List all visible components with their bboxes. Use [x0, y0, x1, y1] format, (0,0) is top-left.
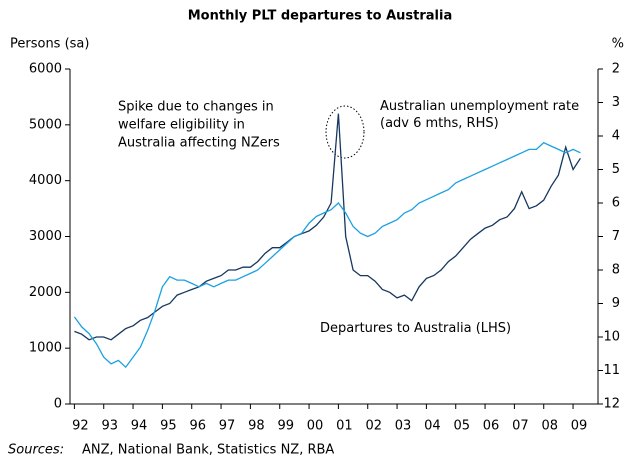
- x-tick-label: 06: [483, 419, 500, 434]
- x-tick-label: 08: [541, 419, 558, 434]
- series-label: Departures to Australia (LHS): [320, 321, 512, 336]
- y-tick-label: 5000: [29, 117, 62, 132]
- y2-axis-label: %: [612, 37, 624, 52]
- y-tick-label: 0: [54, 397, 62, 412]
- x-tick-label: 97: [219, 419, 236, 434]
- x-tick-label: 99: [277, 419, 294, 434]
- y2-tick-label: 11: [603, 363, 620, 378]
- annotation: Australia affecting NZers: [118, 136, 280, 151]
- y2-tick-label: 12: [603, 397, 620, 412]
- y-tick-label: 2000: [29, 285, 62, 300]
- annotation: Spike due to changes in: [118, 100, 274, 115]
- source-text: ANZ, National Bank, Statistics NZ, RBA: [82, 443, 334, 458]
- y2-tick-label: 6: [612, 196, 620, 211]
- x-tick-label: 93: [101, 419, 118, 434]
- y2-tick-label: 7: [612, 229, 620, 244]
- x-tick-label: 01: [336, 419, 353, 434]
- y-tick-label: 4000: [29, 173, 62, 188]
- x-tick-label: 03: [395, 419, 412, 434]
- x-tick-label: 95: [160, 419, 177, 434]
- y2-tick-label: 5: [612, 162, 620, 177]
- y2-tick-label: 9: [612, 296, 620, 311]
- x-tick-label: 94: [131, 419, 148, 434]
- spike-circle: [325, 105, 365, 159]
- y-tick-label: 1000: [29, 341, 62, 356]
- annotation: welfare eligibility in: [118, 118, 245, 133]
- x-tick-label: 92: [72, 419, 89, 434]
- chart-title: Monthly PLT departures to Australia: [188, 9, 452, 24]
- x-tick-label: 04: [424, 419, 441, 434]
- y-axis-label: Persons (sa): [10, 37, 89, 52]
- y-tick-label: 6000: [29, 62, 62, 77]
- series-line: [74, 113, 581, 341]
- y2-tick-label: 10: [603, 330, 620, 345]
- x-tick-label: 98: [248, 419, 265, 434]
- y2-tick-label: 2: [612, 62, 620, 77]
- y2-tick-label: 3: [612, 95, 620, 110]
- y-tick-label: 3000: [29, 229, 62, 244]
- x-tick-label: 96: [189, 419, 206, 434]
- x-tick-label: 00: [307, 419, 324, 434]
- x-tick-label: 07: [512, 419, 529, 434]
- x-tick-label: 02: [365, 419, 382, 434]
- source-label: Sources:: [8, 443, 64, 458]
- x-tick-label: 09: [571, 419, 588, 434]
- series-line: [73, 141, 581, 369]
- y2-tick-label: 4: [612, 129, 620, 144]
- y2-tick-label: 8: [612, 263, 620, 278]
- series-label: Australian unemployment rate (adv 6 mths…: [380, 99, 580, 131]
- x-tick-label: 05: [453, 419, 470, 434]
